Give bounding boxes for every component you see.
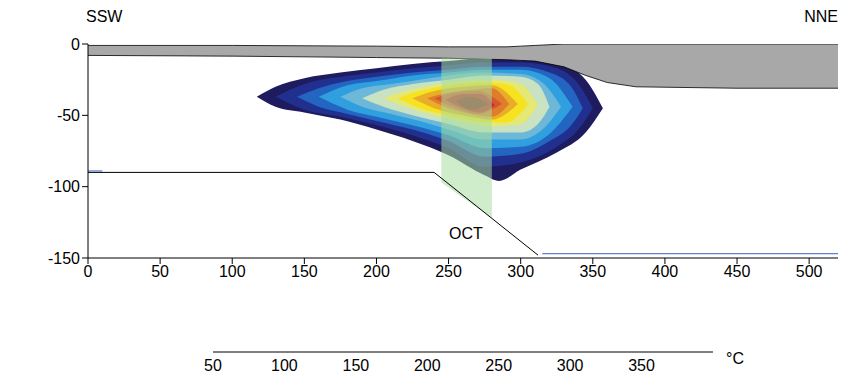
svg-text:200: 200 bbox=[414, 357, 441, 374]
svg-text:300: 300 bbox=[507, 263, 534, 280]
svg-text:-150: -150 bbox=[48, 250, 80, 267]
svg-text:200: 200 bbox=[363, 263, 390, 280]
svg-text:150: 150 bbox=[291, 263, 318, 280]
svg-text:50: 50 bbox=[151, 263, 169, 280]
svg-text:350: 350 bbox=[628, 357, 655, 374]
html-text:°C: °C bbox=[726, 350, 744, 367]
svg-text:250: 250 bbox=[485, 357, 512, 374]
svg-text:500: 500 bbox=[796, 263, 823, 280]
svg-text:100: 100 bbox=[271, 357, 298, 374]
svg-text:250: 250 bbox=[435, 263, 462, 280]
svg-text:100: 100 bbox=[219, 263, 246, 280]
svg-text:150: 150 bbox=[343, 357, 370, 374]
html-text:SSW: SSW bbox=[86, 8, 123, 25]
svg-text:50: 50 bbox=[204, 357, 222, 374]
svg-text:0: 0 bbox=[71, 36, 80, 53]
svg-text:300: 300 bbox=[557, 357, 584, 374]
svg-text:350: 350 bbox=[579, 263, 606, 280]
svg-text:0: 0 bbox=[84, 263, 93, 280]
svg-text:OCT: OCT bbox=[449, 225, 483, 242]
svg-text:-50: -50 bbox=[57, 107, 80, 124]
html-text:NNE: NNE bbox=[804, 8, 838, 25]
svg-text:400: 400 bbox=[652, 263, 679, 280]
svg-text:450: 450 bbox=[724, 263, 751, 280]
svg-text:-100: -100 bbox=[48, 178, 80, 195]
